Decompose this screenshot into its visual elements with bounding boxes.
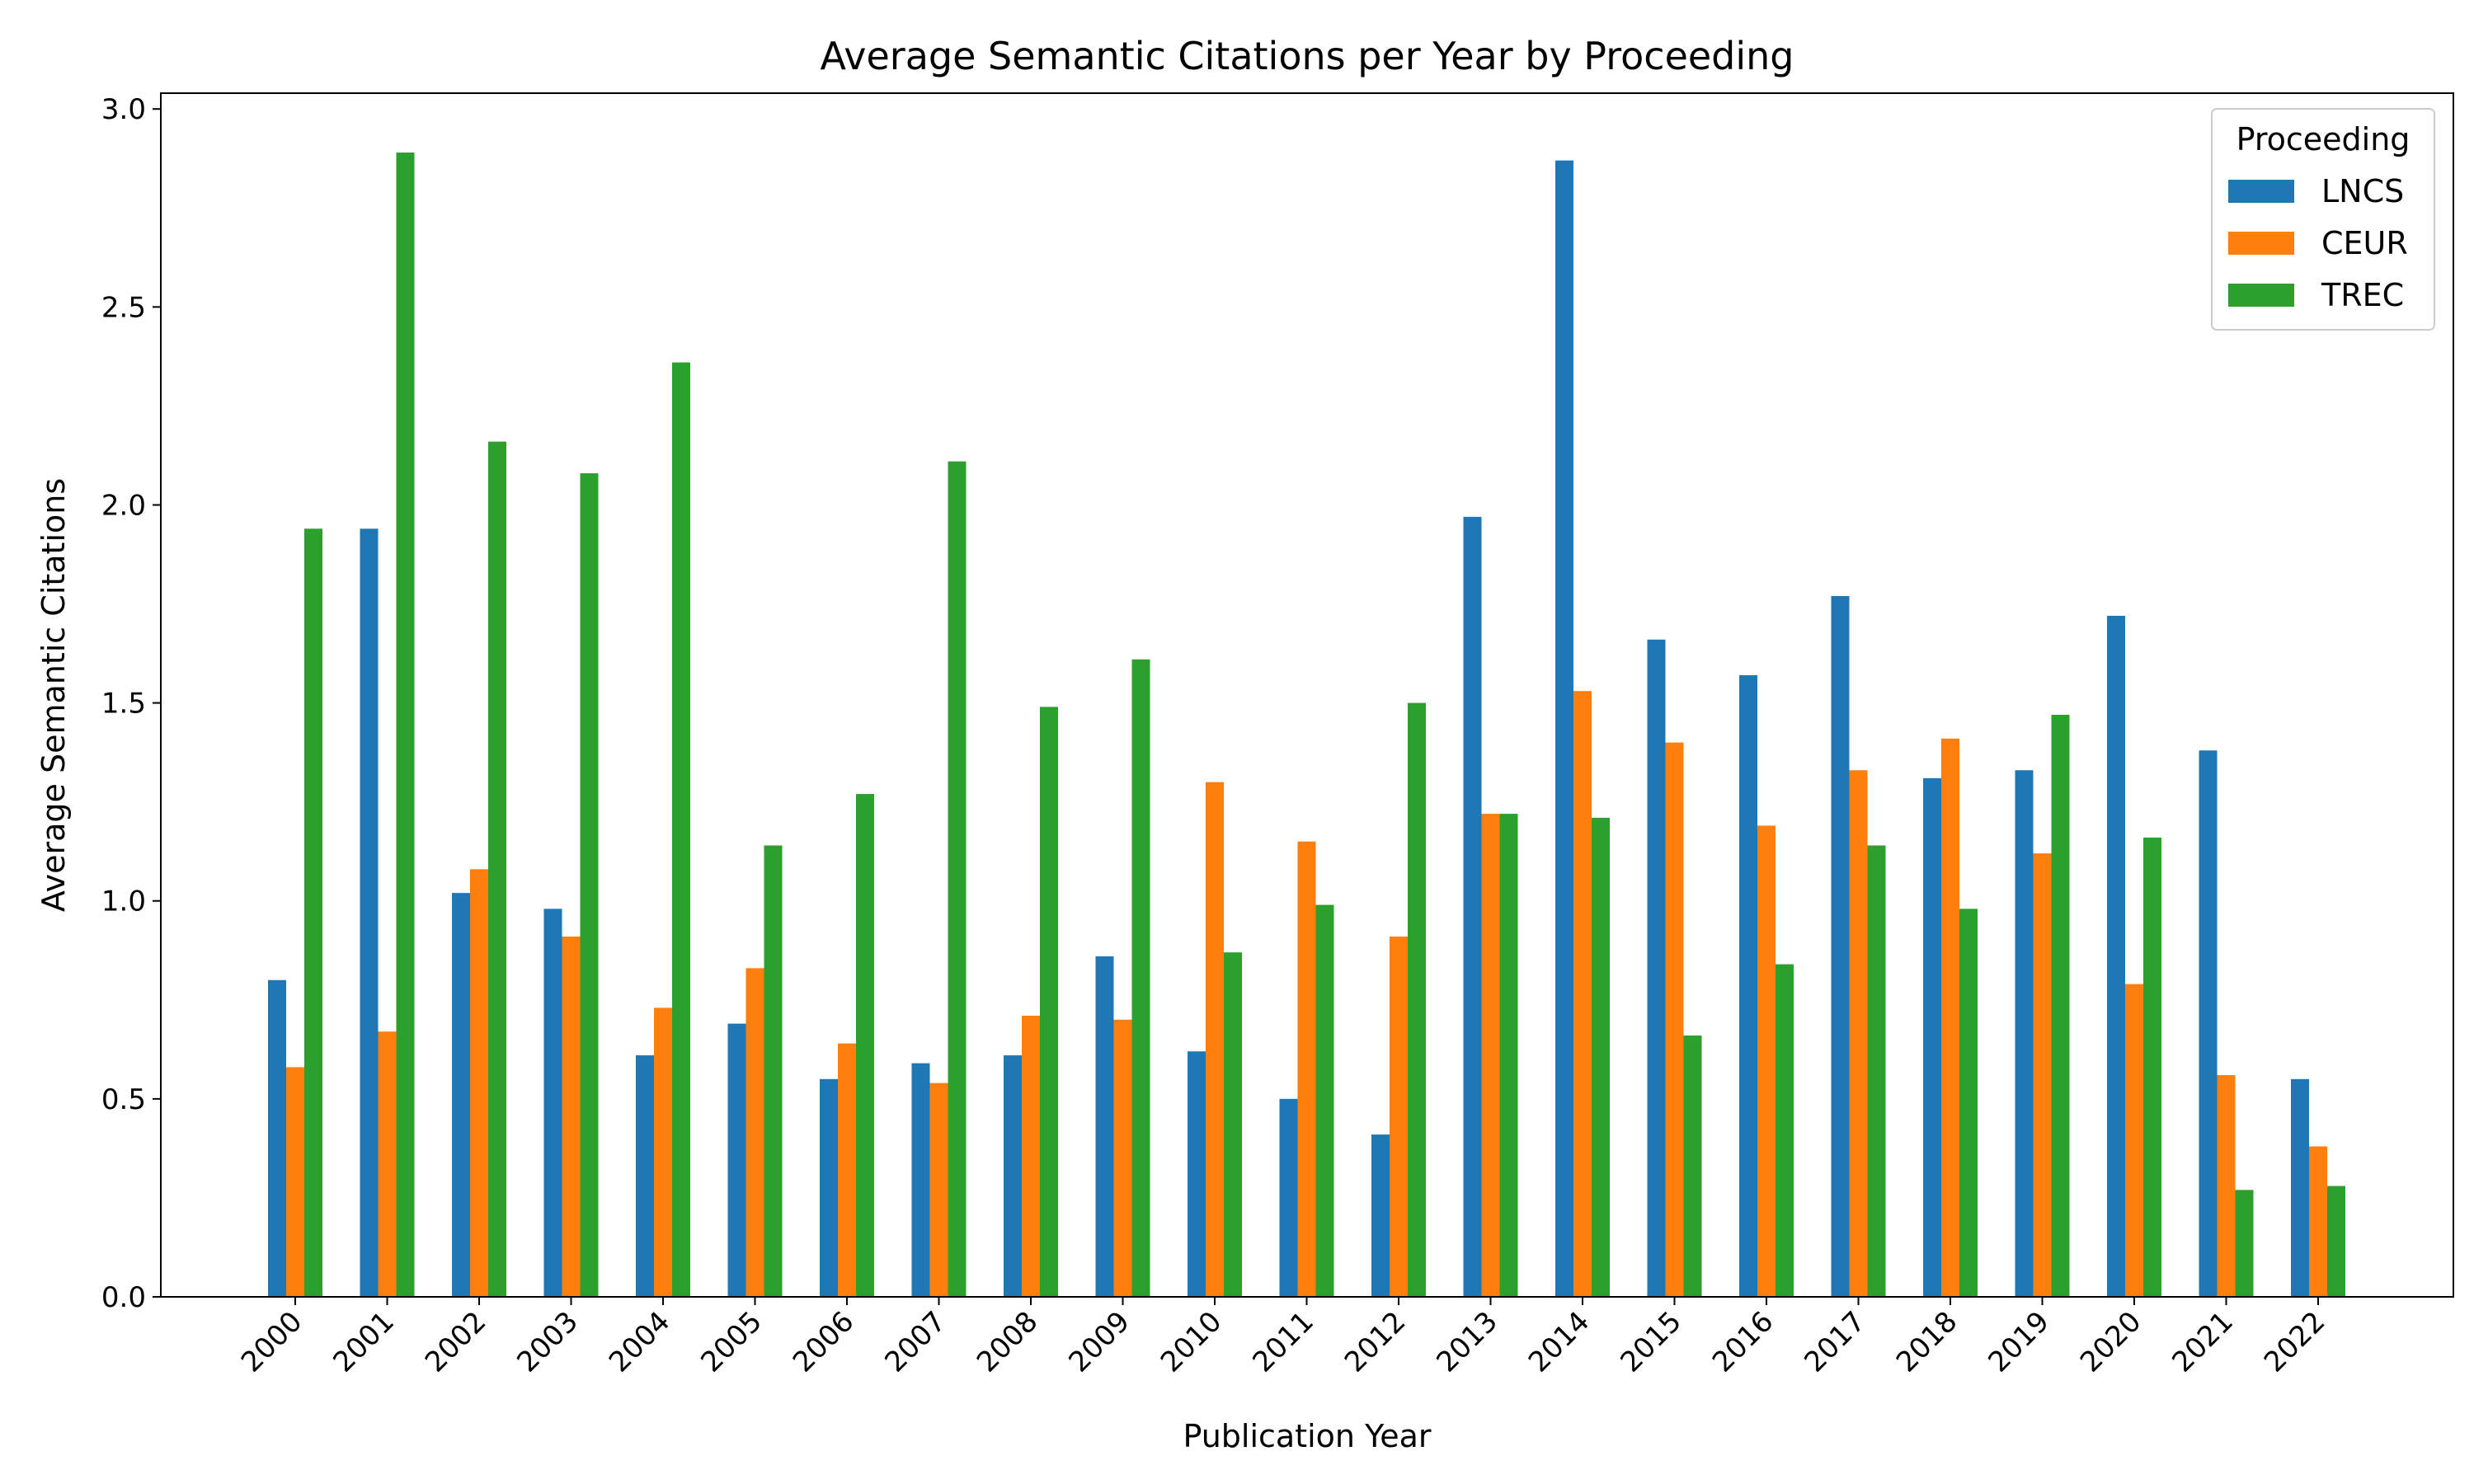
bar-lncs-2017 <box>1831 595 1850 1297</box>
bar-lncs-2000 <box>268 979 286 1297</box>
plot-frame <box>160 92 2454 1298</box>
bar-lncs-2014 <box>1555 160 1573 1297</box>
legend-label-trec: TREC <box>2321 277 2404 313</box>
y-tick-label: 2.0 <box>101 489 146 522</box>
legend: Proceeding LNCS CEUR TREC <box>2211 108 2435 331</box>
y-tick-label: 1.0 <box>101 885 146 918</box>
y-tick-label: 0.0 <box>101 1281 146 1314</box>
bar-trec-2020 <box>2143 837 2161 1297</box>
bar-lncs-2004 <box>636 1055 654 1297</box>
bar-lncs-2012 <box>1371 1134 1390 1297</box>
legend-swatch-trec <box>2228 284 2294 307</box>
y-axis: 0.0 0.5 1.0 1.5 2.0 2.5 3.0 <box>101 93 161 1314</box>
bar-lncs-2018 <box>1923 777 1941 1297</box>
bar-lncs-2011 <box>1279 1098 1298 1297</box>
bar-ceur-2006 <box>838 1043 856 1297</box>
bar-ceur-2005 <box>745 968 764 1297</box>
bar-trec-2012 <box>1408 702 1426 1297</box>
bar-lncs-2019 <box>2015 770 2034 1297</box>
legend-frame <box>2211 108 2435 331</box>
y-tick-label: 1.5 <box>101 688 146 721</box>
bar-lncs-2006 <box>820 1078 838 1297</box>
bar-ceur-2001 <box>378 1031 397 1297</box>
bar-lncs-2008 <box>1004 1055 1022 1297</box>
bar-ceur-2011 <box>1297 841 1316 1297</box>
bar-trec-2001 <box>396 153 415 1298</box>
bar-trec-2015 <box>1683 1036 1702 1297</box>
bar-ceur-2010 <box>1206 782 1224 1297</box>
bar-ceur-2019 <box>2033 853 2052 1297</box>
bar-lncs-2001 <box>360 528 379 1297</box>
bar-ceur-2013 <box>1481 814 1500 1297</box>
bar-lncs-2021 <box>2199 750 2218 1297</box>
bar-trec-2014 <box>1592 817 1610 1297</box>
bar-trec-2016 <box>1776 964 1794 1297</box>
bar-ceur-2012 <box>1390 936 1408 1297</box>
bar-lncs-2020 <box>2107 615 2125 1297</box>
bar-lncs-2016 <box>1739 674 1757 1297</box>
bar-trec-2005 <box>764 845 783 1297</box>
legend-swatch-ceur <box>2228 232 2294 255</box>
bar-ceur-2018 <box>1941 738 1959 1297</box>
bar-trec-2013 <box>1499 814 1518 1297</box>
bar-ceur-2002 <box>470 869 488 1297</box>
bar-trec-2004 <box>672 362 690 1297</box>
y-tick-label: 2.5 <box>101 291 146 324</box>
bar-ceur-2009 <box>1113 1019 1132 1297</box>
bar-ceur-2004 <box>654 1007 672 1297</box>
bar-trec-2011 <box>1315 904 1334 1297</box>
bar-trec-2019 <box>2051 715 2070 1297</box>
bar-trec-2017 <box>1867 845 1886 1297</box>
bar-lncs-2010 <box>1188 1051 1206 1297</box>
legend-swatch-lncs <box>2228 180 2294 203</box>
bar-lncs-2002 <box>452 893 470 1297</box>
bar-lncs-2005 <box>727 1023 746 1297</box>
bar-trec-2002 <box>488 441 506 1297</box>
bar-ceur-2003 <box>562 936 581 1297</box>
legend-title: Proceeding <box>2236 121 2411 157</box>
bar-ceur-2022 <box>2309 1146 2327 1297</box>
bar-lncs-2013 <box>1463 516 1482 1297</box>
bar-ceur-2007 <box>929 1082 948 1297</box>
bar-lncs-2022 <box>2291 1078 2309 1297</box>
bar-ceur-2008 <box>1022 1016 1040 1297</box>
x-axis-label: Publication Year <box>1183 1418 1431 1454</box>
bar-lncs-2007 <box>911 1063 930 1297</box>
y-tick-label: 0.5 <box>101 1083 146 1116</box>
bar-ceur-2000 <box>286 1067 304 1297</box>
bar-trec-2003 <box>580 473 599 1297</box>
bar-ceur-2015 <box>1665 742 1684 1297</box>
chart-title: Average Semantic Citations per Year by P… <box>820 34 1794 78</box>
bar-ceur-2014 <box>1573 691 1592 1297</box>
bar-lncs-2009 <box>1095 956 1114 1297</box>
bar-ceur-2017 <box>1849 770 1868 1297</box>
bar-trec-2006 <box>856 794 874 1297</box>
bar-lncs-2015 <box>1647 639 1666 1297</box>
bar-trec-2022 <box>2327 1186 2345 1297</box>
bar-trec-2007 <box>948 461 967 1297</box>
bar-trec-2018 <box>1959 909 1978 1297</box>
bar-trec-2021 <box>2235 1190 2254 1297</box>
bar-trec-2000 <box>304 528 322 1297</box>
legend-label-ceur: CEUR <box>2321 225 2408 261</box>
bar-ceur-2021 <box>2217 1075 2236 1297</box>
y-axis-label: Average Semantic Citations <box>35 478 72 912</box>
bars-group <box>268 153 2345 1298</box>
bar-ceur-2020 <box>2125 984 2143 1297</box>
legend-label-lncs: LNCS <box>2321 173 2404 209</box>
bar-trec-2009 <box>1131 659 1150 1297</box>
bar-trec-2010 <box>1224 952 1242 1297</box>
y-tick-label: 3.0 <box>101 93 146 126</box>
bar-ceur-2016 <box>1757 825 1776 1297</box>
bar-lncs-2003 <box>543 909 562 1297</box>
bar-trec-2008 <box>1040 707 1058 1297</box>
